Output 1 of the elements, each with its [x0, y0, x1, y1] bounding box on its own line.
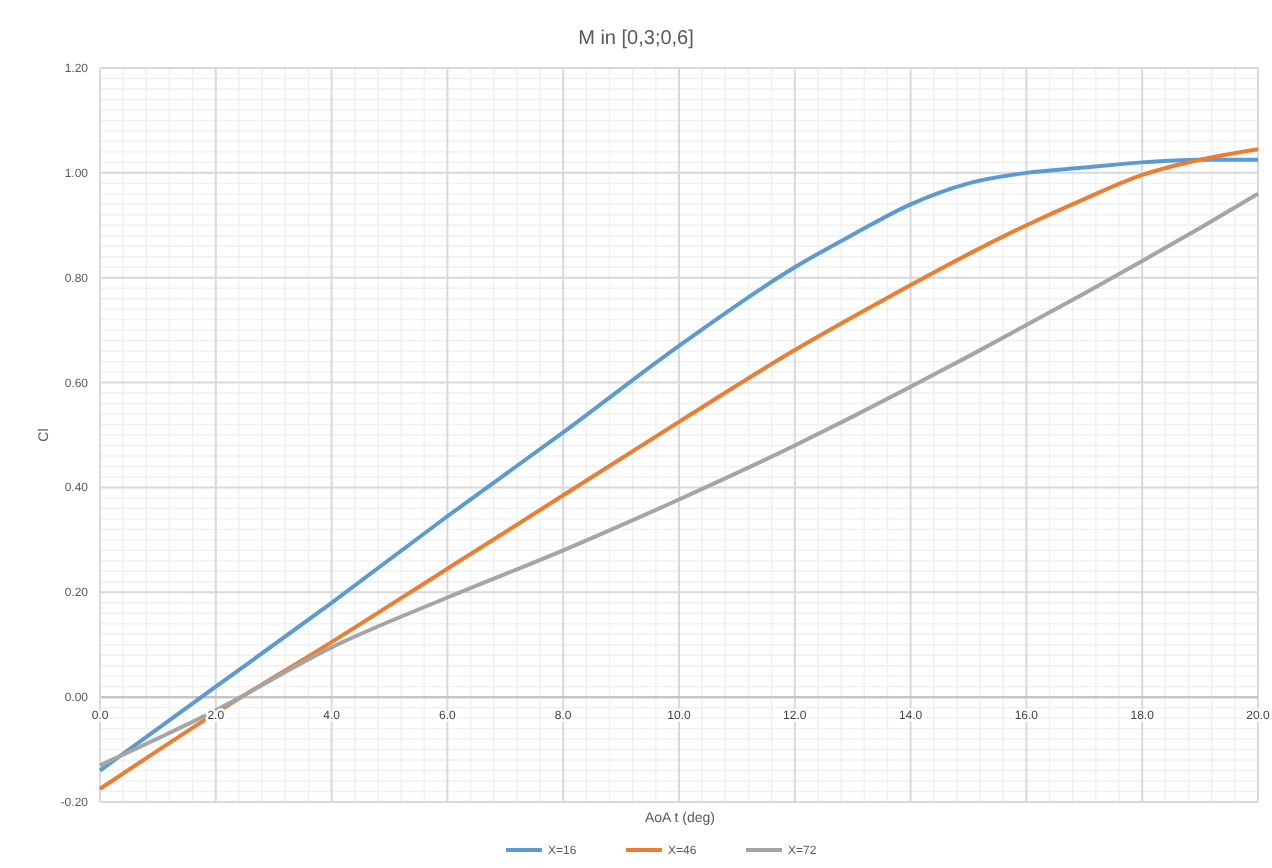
chart-title: M in [0,3;0,6]: [578, 28, 695, 50]
